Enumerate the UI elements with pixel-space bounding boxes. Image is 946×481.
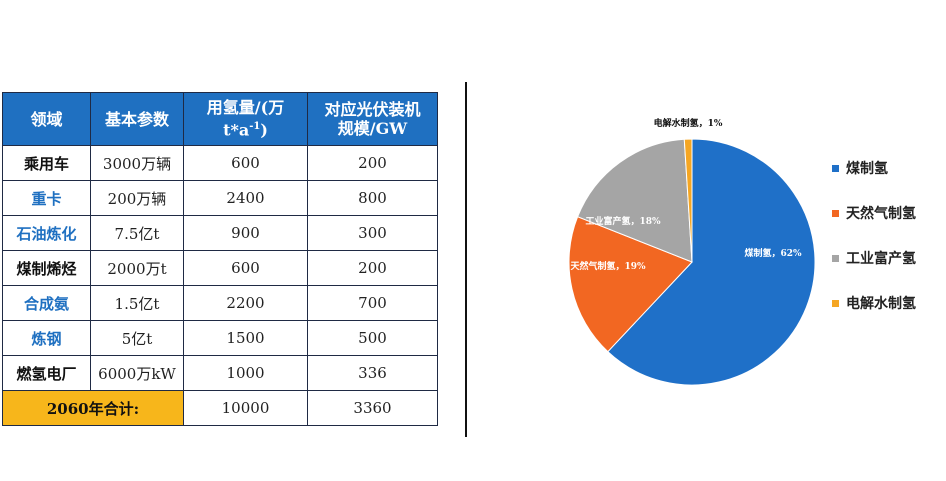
- cell-param: 1.5亿t: [90, 285, 184, 321]
- legend-item: 电解水制氢: [832, 293, 916, 313]
- table-row: 燃氢电厂 6000万kW 1000 336: [2, 355, 438, 391]
- header-pv-capacity-line2: 规模/GW: [337, 119, 408, 138]
- legend-label: 工业富产氢: [846, 251, 916, 267]
- legend-item: 煤制氢: [832, 158, 916, 178]
- cell-hydrogen-usage: 2200: [183, 285, 308, 321]
- pie-legend: 煤制氢天然气制氢工业富产氢电解水制氢: [832, 158, 916, 338]
- header-domain: 领域: [2, 92, 91, 146]
- cell-pv-capacity: 500: [307, 320, 438, 356]
- cell-param: 7.5亿t: [90, 215, 184, 251]
- header-pv-capacity: 对应光伏装机 规模/GW: [307, 92, 438, 146]
- pie-slice-2: [576, 138, 693, 263]
- cell-domain: 合成氨: [2, 285, 91, 321]
- cell-hydrogen-usage: 900: [183, 215, 308, 251]
- table-row: 乘用车 3000万辆 600 200: [2, 145, 438, 181]
- legend-swatch: [832, 299, 839, 307]
- total-row: 2060年合计: 10000 3360: [2, 390, 438, 426]
- legend-label: 电解水制氢: [846, 296, 916, 312]
- total-pv-capacity: 3360: [307, 390, 438, 426]
- cell-param: 5亿t: [90, 320, 184, 356]
- table-row: 石油炼化 7.5亿t 900 300: [2, 215, 438, 251]
- cell-param: 2000万t: [90, 250, 184, 286]
- cell-param: 3000万辆: [90, 145, 184, 181]
- header-hydrogen-usage-close: ): [260, 120, 268, 140]
- header-basic-params: 基本参数: [90, 92, 184, 146]
- table-header-row: 领域 基本参数 用氢量/(万 t*a-1) 对应光伏装机 规模/GW: [2, 92, 438, 146]
- header-hydrogen-usage-line1: 用氢量/(万: [206, 98, 285, 118]
- header-hydrogen-usage: 用氢量/(万 t*a-1): [183, 92, 308, 146]
- legend-label: 天然气制氢: [846, 206, 916, 222]
- hydrogen-demand-table: 领域 基本参数 用氢量/(万 t*a-1) 对应光伏装机 规模/GW 乘用车 30…: [2, 92, 438, 426]
- cell-domain: 炼钢: [2, 320, 91, 356]
- legend-label: 煤制氢: [846, 161, 888, 177]
- header-pv-capacity-line1: 对应光伏装机: [324, 100, 421, 119]
- cell-domain: 燃氢电厂: [2, 355, 91, 391]
- cell-pv-capacity: 300: [307, 215, 438, 251]
- cell-pv-capacity: 800: [307, 180, 438, 216]
- hydrogen-source-pie-chart: 煤制氢，62% 天然气制氢，19% 工业富产氢，18% 电解水制氢，1%: [568, 117, 816, 386]
- legend-swatch: [832, 254, 839, 262]
- pie-label-1: 天然气制氢，19%: [570, 260, 646, 272]
- cell-domain: 重卡: [2, 180, 91, 216]
- legend-item: 天然气制氢: [832, 203, 916, 223]
- header-hydrogen-usage-unit: t*a: [223, 120, 250, 140]
- pie-slice-3: [683, 138, 693, 263]
- cell-pv-capacity: 336: [307, 355, 438, 391]
- cell-domain: 乘用车: [2, 145, 91, 181]
- cell-domain: 石油炼化: [2, 215, 91, 251]
- cell-param: 200万辆: [90, 180, 184, 216]
- legend-item: 工业富产氢: [832, 248, 916, 268]
- legend-swatch: [832, 209, 839, 217]
- table-body: 乘用车 3000万辆 600 200 重卡 200万辆 2400 800 石油炼化 7.5亿t 90…: [2, 145, 438, 426]
- pie-label-2: 工业富产氢，18%: [585, 215, 661, 227]
- vertical-divider: [465, 82, 467, 437]
- cell-pv-capacity: 200: [307, 250, 438, 286]
- pie-slice-1: [568, 216, 693, 353]
- cell-pv-capacity: 700: [307, 285, 438, 321]
- table-row: 煤制烯烃 2000万t 600 200: [2, 250, 438, 286]
- table-row: 重卡 200万辆 2400 800: [2, 180, 438, 216]
- header-hydrogen-usage-exp: -1: [249, 121, 261, 133]
- pie-label-0: 煤制氢，62%: [744, 247, 802, 259]
- cell-hydrogen-usage: 600: [183, 145, 308, 181]
- table-row: 合成氨 1.5亿t 2200 700: [2, 285, 438, 321]
- pie-label-3: 电解水制氢，1%: [654, 117, 723, 129]
- pie-slice-0: [607, 138, 816, 386]
- total-hydrogen-usage: 10000: [183, 390, 308, 426]
- cell-hydrogen-usage: 600: [183, 250, 308, 286]
- legend-swatch: [832, 164, 839, 172]
- cell-param: 6000万kW: [90, 355, 184, 391]
- cell-pv-capacity: 200: [307, 145, 438, 181]
- cell-hydrogen-usage: 1500: [183, 320, 308, 356]
- table-row: 炼钢 5亿t 1500 500: [2, 320, 438, 356]
- cell-domain: 煤制烯烃: [2, 250, 91, 286]
- cell-hydrogen-usage: 2400: [183, 180, 308, 216]
- total-label: 2060年合计:: [2, 390, 184, 426]
- cell-hydrogen-usage: 1000: [183, 355, 308, 391]
